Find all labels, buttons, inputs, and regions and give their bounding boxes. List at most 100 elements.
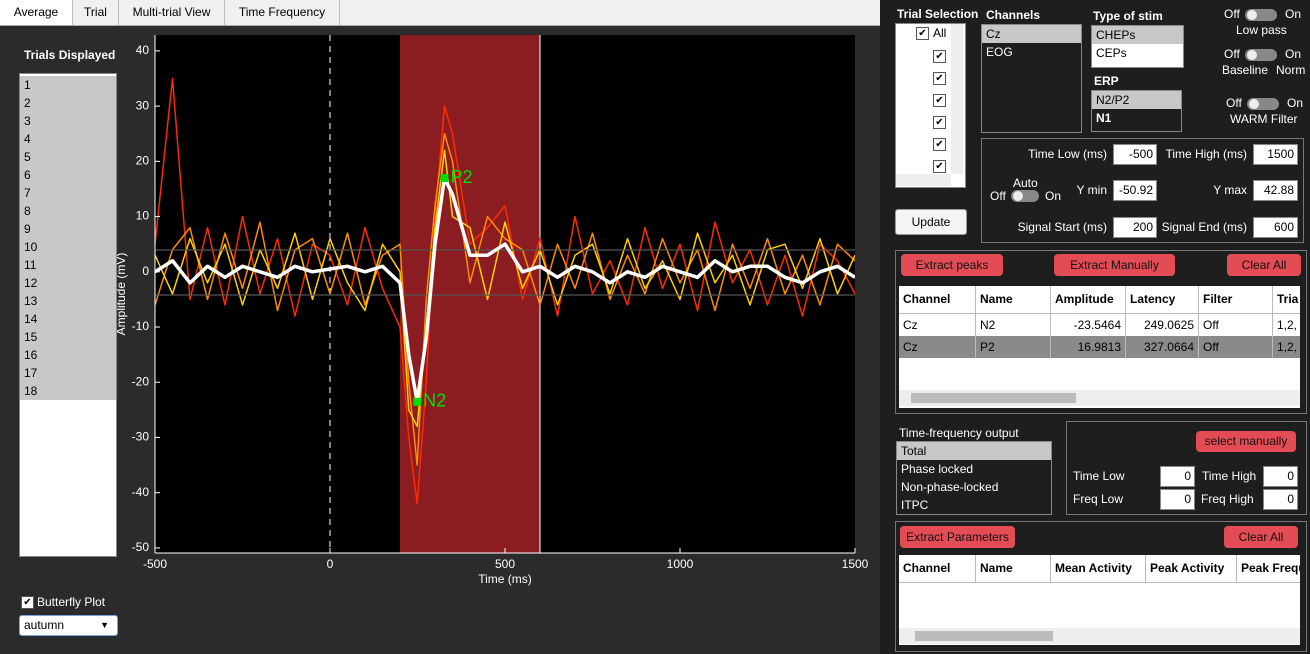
tf-input[interactable]: 0 <box>1160 489 1195 510</box>
butterfly-checkbox[interactable]: ✔ <box>21 596 34 609</box>
trial-item[interactable]: 18 <box>20 382 116 400</box>
trial-item[interactable]: 15 <box>20 328 116 346</box>
trial-item[interactable]: 9 <box>20 220 116 238</box>
tf-item[interactable]: Non-phase-locked <box>901 480 999 494</box>
trial-item[interactable]: 17 <box>20 364 116 382</box>
trial-item[interactable]: 10 <box>20 238 116 256</box>
trial-item[interactable]: 7 <box>20 184 116 202</box>
cell: Channel <box>899 286 976 313</box>
trial-item[interactable]: 12 <box>20 274 116 292</box>
erp-item[interactable]: N1 <box>1096 111 1112 125</box>
scrollbar[interactable] <box>899 628 1300 644</box>
trials-list[interactable]: 1 2 3 4 5 6 7 8 9 10 11 12 13 14 15 16 17 18 <box>19 73 117 557</box>
erp-list[interactable]: N2/P2 N1 <box>1091 90 1182 132</box>
trial-item[interactable]: 14 <box>20 310 116 328</box>
scrollbar[interactable] <box>896 174 951 186</box>
checkbox[interactable]: ✔ <box>933 94 946 107</box>
switch-off: Off <box>1226 96 1242 110</box>
stim-item[interactable]: CHEPs <box>1092 26 1183 44</box>
cell: P2 <box>975 335 1051 358</box>
param-input[interactable]: -50.92 <box>1113 180 1157 201</box>
trial-item[interactable]: 6 <box>20 166 116 184</box>
update-button[interactable]: Update <box>895 209 967 235</box>
erp-item[interactable]: N2/P2 <box>1092 91 1181 109</box>
butterfly-label: Butterfly Plot <box>37 595 106 609</box>
trial-item[interactable]: 16 <box>20 346 116 364</box>
x-tick-label: -500 <box>143 557 167 571</box>
tf-input[interactable]: 0 <box>1160 466 1195 487</box>
tf-input[interactable]: 0 <box>1263 489 1298 510</box>
toggle[interactable] <box>1245 49 1277 61</box>
signal-window <box>400 35 540 553</box>
param-input[interactable]: 600 <box>1253 217 1298 238</box>
toggle[interactable] <box>1247 98 1279 110</box>
y-tick-label: -50 <box>132 540 150 554</box>
checkbox[interactable]: ✔ <box>933 116 946 129</box>
tab[interactable]: Time Frequency <box>225 0 340 25</box>
table-row[interactable]: Cz N2 -23.5464 249.0625 Off 1,2, <box>899 313 1300 336</box>
checkbox[interactable]: ✔ <box>933 72 946 85</box>
cell: Amplitude <box>1050 286 1126 313</box>
switch-label: Low pass <box>1236 23 1287 37</box>
checkbox[interactable]: ✔ <box>916 27 929 40</box>
toggle[interactable] <box>1011 190 1039 202</box>
scrollbar[interactable] <box>899 390 1300 406</box>
header-row[interactable]: Channel Name Amplitude Latency Filter Tria <box>899 286 1300 313</box>
trial-item[interactable]: 2 <box>20 94 116 112</box>
param-label: Y min <box>1076 183 1107 197</box>
param-input[interactable]: 1500 <box>1253 144 1298 165</box>
trial-item[interactable]: 3 <box>20 112 116 130</box>
tab-bar: Average Trial Multi-trial View Time Frequen… <box>0 0 880 26</box>
y-axis-label: Amplitude (mV) <box>114 253 128 336</box>
tab[interactable]: Multi-trial View <box>119 0 225 25</box>
trial-item[interactable]: 1 <box>20 76 116 94</box>
header-row[interactable]: Channel Name Mean Activity Peak Activity Pea… <box>899 555 1300 582</box>
tab[interactable]: Average <box>0 0 73 25</box>
tf-list[interactable]: Total Phase locked Non-phase-locked ITPC <box>896 441 1052 515</box>
cell: 327.0664 <box>1125 335 1199 358</box>
trial-item[interactable]: 11 <box>20 256 116 274</box>
param-input[interactable]: 200 <box>1113 217 1157 238</box>
colormap-dropdown[interactable]: autumn ▼ <box>19 615 118 636</box>
channel-item[interactable]: Cz <box>982 25 1081 43</box>
butterfly-plot: Time (ms) Amplitude (mV) N2 P2 -50 -40 -30 -2… <box>114 35 869 586</box>
stim-item[interactable]: CEPs <box>1096 46 1127 60</box>
button[interactable]: Clear All <box>1224 526 1298 548</box>
tf-item[interactable]: Phase locked <box>901 462 974 476</box>
checkbox[interactable]: ✔ <box>933 138 946 151</box>
button[interactable]: Extract peaks <box>901 254 1003 276</box>
cell: Peak Frequ <box>1236 555 1300 582</box>
tf-input[interactable]: 0 <box>1263 466 1298 487</box>
scrollbar[interactable] <box>951 24 963 174</box>
trial-selection-tree[interactable]: ✔ All ✔ ✔ ✔ ✔ ✔ ✔ <box>895 23 966 188</box>
checkbox[interactable]: ✔ <box>933 50 946 63</box>
tf-item[interactable]: Total <box>897 442 1051 460</box>
tf-label: Time Low <box>1073 469 1125 483</box>
tf-title: Time-frequency output <box>899 426 1019 440</box>
trial-item[interactable]: 13 <box>20 292 116 310</box>
channel-item[interactable]: EOG <box>986 45 1013 59</box>
tf-item[interactable]: ITPC <box>901 498 929 512</box>
channels-list[interactable]: Cz EOG <box>981 24 1082 133</box>
select-manually-button[interactable]: select manually <box>1196 431 1296 452</box>
button[interactable]: Extract Manually <box>1054 254 1175 276</box>
param-input[interactable]: -500 <box>1113 144 1157 165</box>
button[interactable]: Clear All <box>1227 254 1301 276</box>
cell: Name <box>975 286 1051 313</box>
table-row[interactable]: Cz P2 16.9813 327.0664 Off 1,2, <box>899 335 1300 358</box>
scroll-thumb[interactable] <box>911 393 1076 403</box>
x-axis-label: Time (ms) <box>478 572 532 586</box>
peaks-box <box>895 250 1307 414</box>
trial-item[interactable]: 8 <box>20 202 116 220</box>
button[interactable]: Extract Parameters <box>900 526 1015 548</box>
trial-item[interactable]: 5 <box>20 148 116 166</box>
checkbox[interactable]: ✔ <box>933 160 946 173</box>
tab[interactable]: Trial <box>73 0 119 25</box>
toggle[interactable] <box>1245 9 1277 21</box>
param-input[interactable]: 42.88 <box>1253 180 1298 201</box>
auto-label: Auto <box>1013 176 1038 190</box>
y-tick-label: 0 <box>142 264 149 278</box>
stim-list[interactable]: CHEPs CEPs <box>1091 25 1184 68</box>
trial-item[interactable]: 4 <box>20 130 116 148</box>
scroll-thumb[interactable] <box>915 631 1053 641</box>
